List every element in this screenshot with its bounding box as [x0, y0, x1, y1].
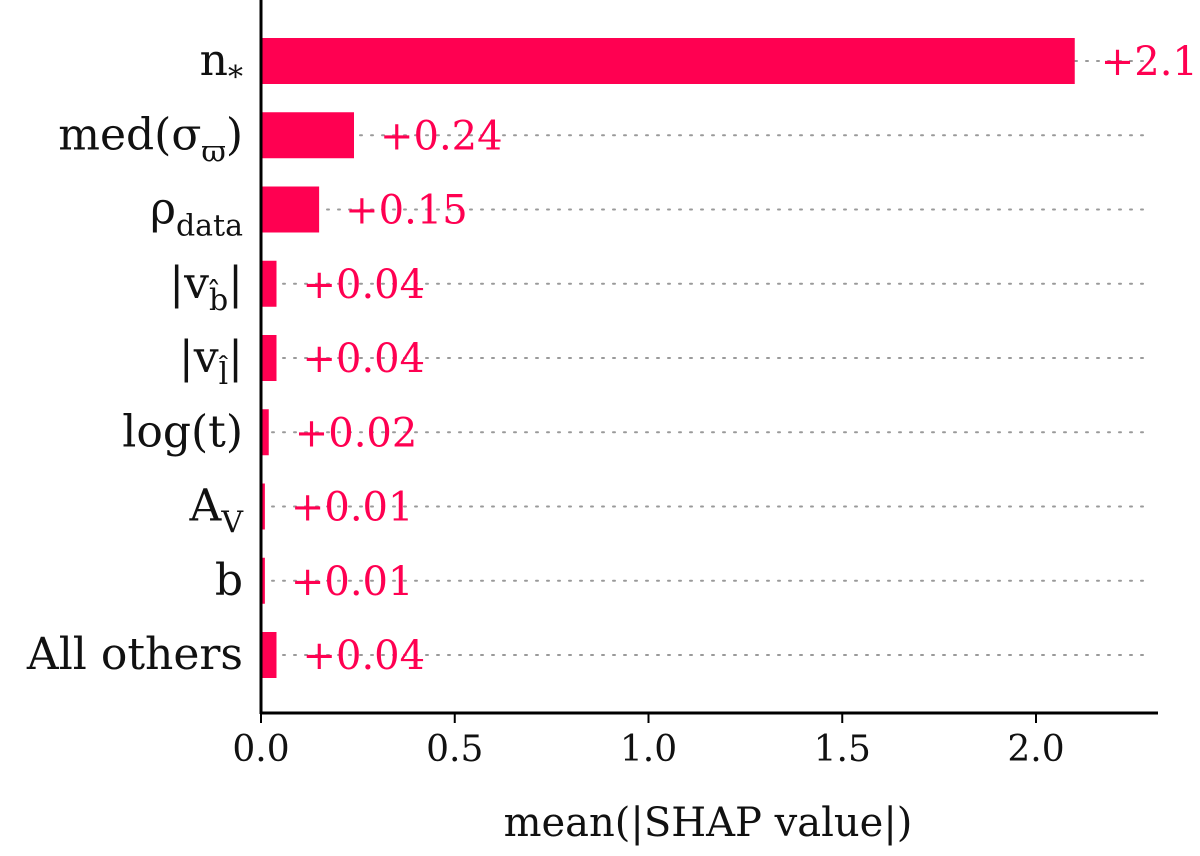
value-label: +0.15 — [345, 188, 468, 234]
bar — [261, 335, 277, 381]
y-tick-label-main: A — [189, 481, 223, 532]
y-tick-label-subscript: * — [228, 60, 243, 95]
bar — [261, 632, 277, 678]
bar — [261, 186, 320, 233]
y-tick-label-main: |v — [169, 258, 209, 309]
y-tick-label-main: n — [200, 35, 228, 86]
y-tick-label-main: b — [215, 555, 243, 606]
y-tick-label: log(t) — [122, 406, 243, 457]
axes: 0.0 0.5 1.0 1.5 2.0 — [232, 0, 1158, 770]
value-label: +0.24 — [380, 113, 503, 159]
bar — [261, 557, 265, 604]
value-label: +0.04 — [303, 336, 426, 382]
y-tick-label-subscript: data — [176, 209, 243, 244]
x-tick-label: 0.0 — [232, 729, 289, 770]
y-tick-label-main: ρ — [150, 184, 176, 235]
x-tick-label: 1.0 — [620, 729, 677, 770]
value-label: +0.04 — [303, 262, 426, 308]
bars — [261, 38, 1075, 678]
y-tick-label-subscript: ϖ — [201, 134, 225, 169]
y-tick-label-tail: | — [228, 258, 243, 309]
value-label: +0.02 — [295, 410, 418, 456]
y-tick-label-main: All others — [26, 629, 243, 680]
y-tick-label-main: log(t) — [122, 406, 243, 457]
y-tick-label-subscript: b̂ — [208, 279, 228, 318]
y-tick-label-main: med(σ — [58, 109, 201, 160]
x-tick-label: 2.0 — [1007, 729, 1064, 770]
value-label: +0.01 — [291, 485, 414, 531]
bar — [261, 38, 1075, 84]
bar — [261, 260, 277, 307]
x-tick-label: 0.5 — [426, 729, 483, 770]
x-axis-label: mean(|SHAP value|) — [504, 800, 913, 846]
bar — [261, 409, 269, 456]
y-tick-label-subscript: l̂ — [218, 355, 229, 392]
y-tick-label-tail: | — [228, 332, 243, 383]
value-label: +0.04 — [303, 633, 426, 679]
y-tick-label: |vb̂| — [169, 258, 243, 318]
y-tick-label-tail: ) — [226, 109, 243, 160]
y-tick-label-main: |v — [179, 332, 219, 383]
bar — [261, 112, 354, 159]
value-labels: +2.1 +0.24 +0.15 +0.04 +0.04 +0.02 +0.01 +0.01 +… — [291, 39, 1198, 679]
y-tick-label: ρdata — [150, 184, 243, 244]
value-label: +2.1 — [1101, 39, 1198, 85]
y-tick-label: b — [215, 555, 243, 606]
y-tick-label: AV — [189, 481, 245, 541]
y-tick-label: med(σϖ) — [58, 109, 243, 169]
y-tick-label-subscript: V — [220, 506, 244, 541]
x-tick-label: 1.5 — [814, 729, 871, 770]
y-tick-label: All others — [26, 629, 243, 680]
y-tick-label: n* — [200, 35, 243, 95]
y-tick-label: |vl̂| — [179, 332, 243, 392]
bar — [261, 483, 265, 530]
value-label: +0.01 — [291, 559, 414, 605]
